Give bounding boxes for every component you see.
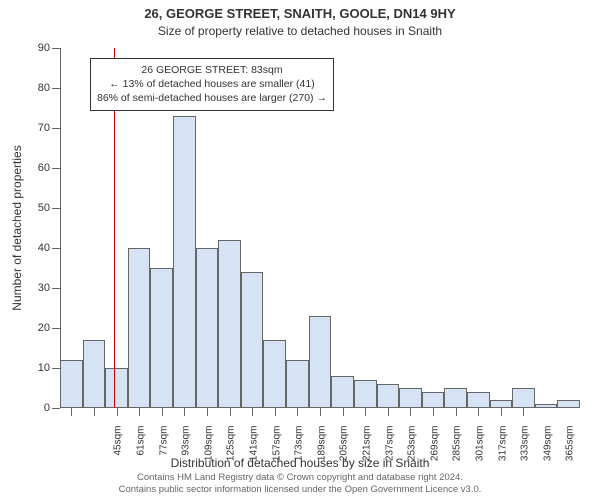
y-tick (52, 248, 60, 249)
x-tick (456, 408, 457, 416)
y-tick (52, 208, 60, 209)
x-tick (478, 408, 479, 416)
bar (60, 360, 83, 408)
chart-title: 26, GEORGE STREET, SNAITH, GOOLE, DN14 9… (0, 6, 600, 21)
bar (422, 392, 445, 408)
x-tick (297, 408, 298, 416)
chart-subtitle: Size of property relative to detached ho… (0, 24, 600, 38)
bar (309, 316, 332, 408)
y-tick (52, 88, 60, 89)
annotation-line-3: 86% of semi-detached houses are larger (… (97, 91, 327, 105)
x-tick (252, 408, 253, 416)
x-axis-label: Distribution of detached houses by size … (0, 456, 600, 470)
bar (377, 384, 400, 408)
bar (512, 388, 535, 408)
annotation-line-2: ← 13% of detached houses are smaller (41… (97, 77, 327, 91)
annotation-box: 26 GEORGE STREET: 83sqm ← 13% of detache… (90, 58, 334, 111)
bar (490, 400, 513, 408)
y-tick-label: 50 (20, 202, 50, 214)
x-tick (433, 408, 434, 416)
bar (196, 248, 219, 408)
y-tick (52, 48, 60, 49)
x-tick (139, 408, 140, 416)
y-tick (52, 368, 60, 369)
y-tick-label: 70 (20, 122, 50, 134)
bar (557, 400, 580, 408)
bar (399, 388, 422, 408)
x-tick (523, 408, 524, 416)
bar (241, 272, 264, 408)
footer-attribution: Contains HM Land Registry data © Crown c… (0, 472, 600, 496)
y-tick-label: 0 (20, 402, 50, 414)
y-tick-label: 80 (20, 82, 50, 94)
bar (444, 388, 467, 408)
y-tick-label: 10 (20, 362, 50, 374)
x-tick (230, 408, 231, 416)
bar (105, 368, 128, 408)
x-tick (117, 408, 118, 416)
x-tick (388, 408, 389, 416)
y-tick-label: 90 (20, 42, 50, 54)
x-tick (501, 408, 502, 416)
bar (535, 404, 558, 408)
y-tick (52, 288, 60, 289)
x-tick (184, 408, 185, 416)
y-tick (52, 128, 60, 129)
bar (150, 268, 173, 408)
annotation-line-1: 26 GEORGE STREET: 83sqm (97, 63, 327, 77)
y-tick (52, 328, 60, 329)
y-tick-label: 30 (20, 282, 50, 294)
bar (263, 340, 286, 408)
bar (286, 360, 309, 408)
bar (173, 116, 196, 408)
x-tick (320, 408, 321, 416)
y-tick-label: 60 (20, 162, 50, 174)
x-tick (343, 408, 344, 416)
y-tick (52, 168, 60, 169)
y-tick-label: 40 (20, 242, 50, 254)
plot-area: 0102030405060708090 45sqm61sqm77sqm93sqm… (60, 48, 580, 408)
x-tick (207, 408, 208, 416)
x-tick (71, 408, 72, 416)
histogram-chart: 26, GEORGE STREET, SNAITH, GOOLE, DN14 9… (0, 0, 600, 500)
x-tick (94, 408, 95, 416)
bar (83, 340, 106, 408)
y-tick (52, 408, 60, 409)
bar (128, 248, 151, 408)
bar (331, 376, 354, 408)
footer-line-2: Contains public sector information licen… (0, 484, 600, 496)
bar (467, 392, 490, 408)
x-tick (275, 408, 276, 416)
x-tick (162, 408, 163, 416)
y-tick-label: 20 (20, 322, 50, 334)
bar (354, 380, 377, 408)
x-tick (410, 408, 411, 416)
bar (218, 240, 241, 408)
x-tick (365, 408, 366, 416)
footer-line-1: Contains HM Land Registry data © Crown c… (0, 472, 600, 484)
